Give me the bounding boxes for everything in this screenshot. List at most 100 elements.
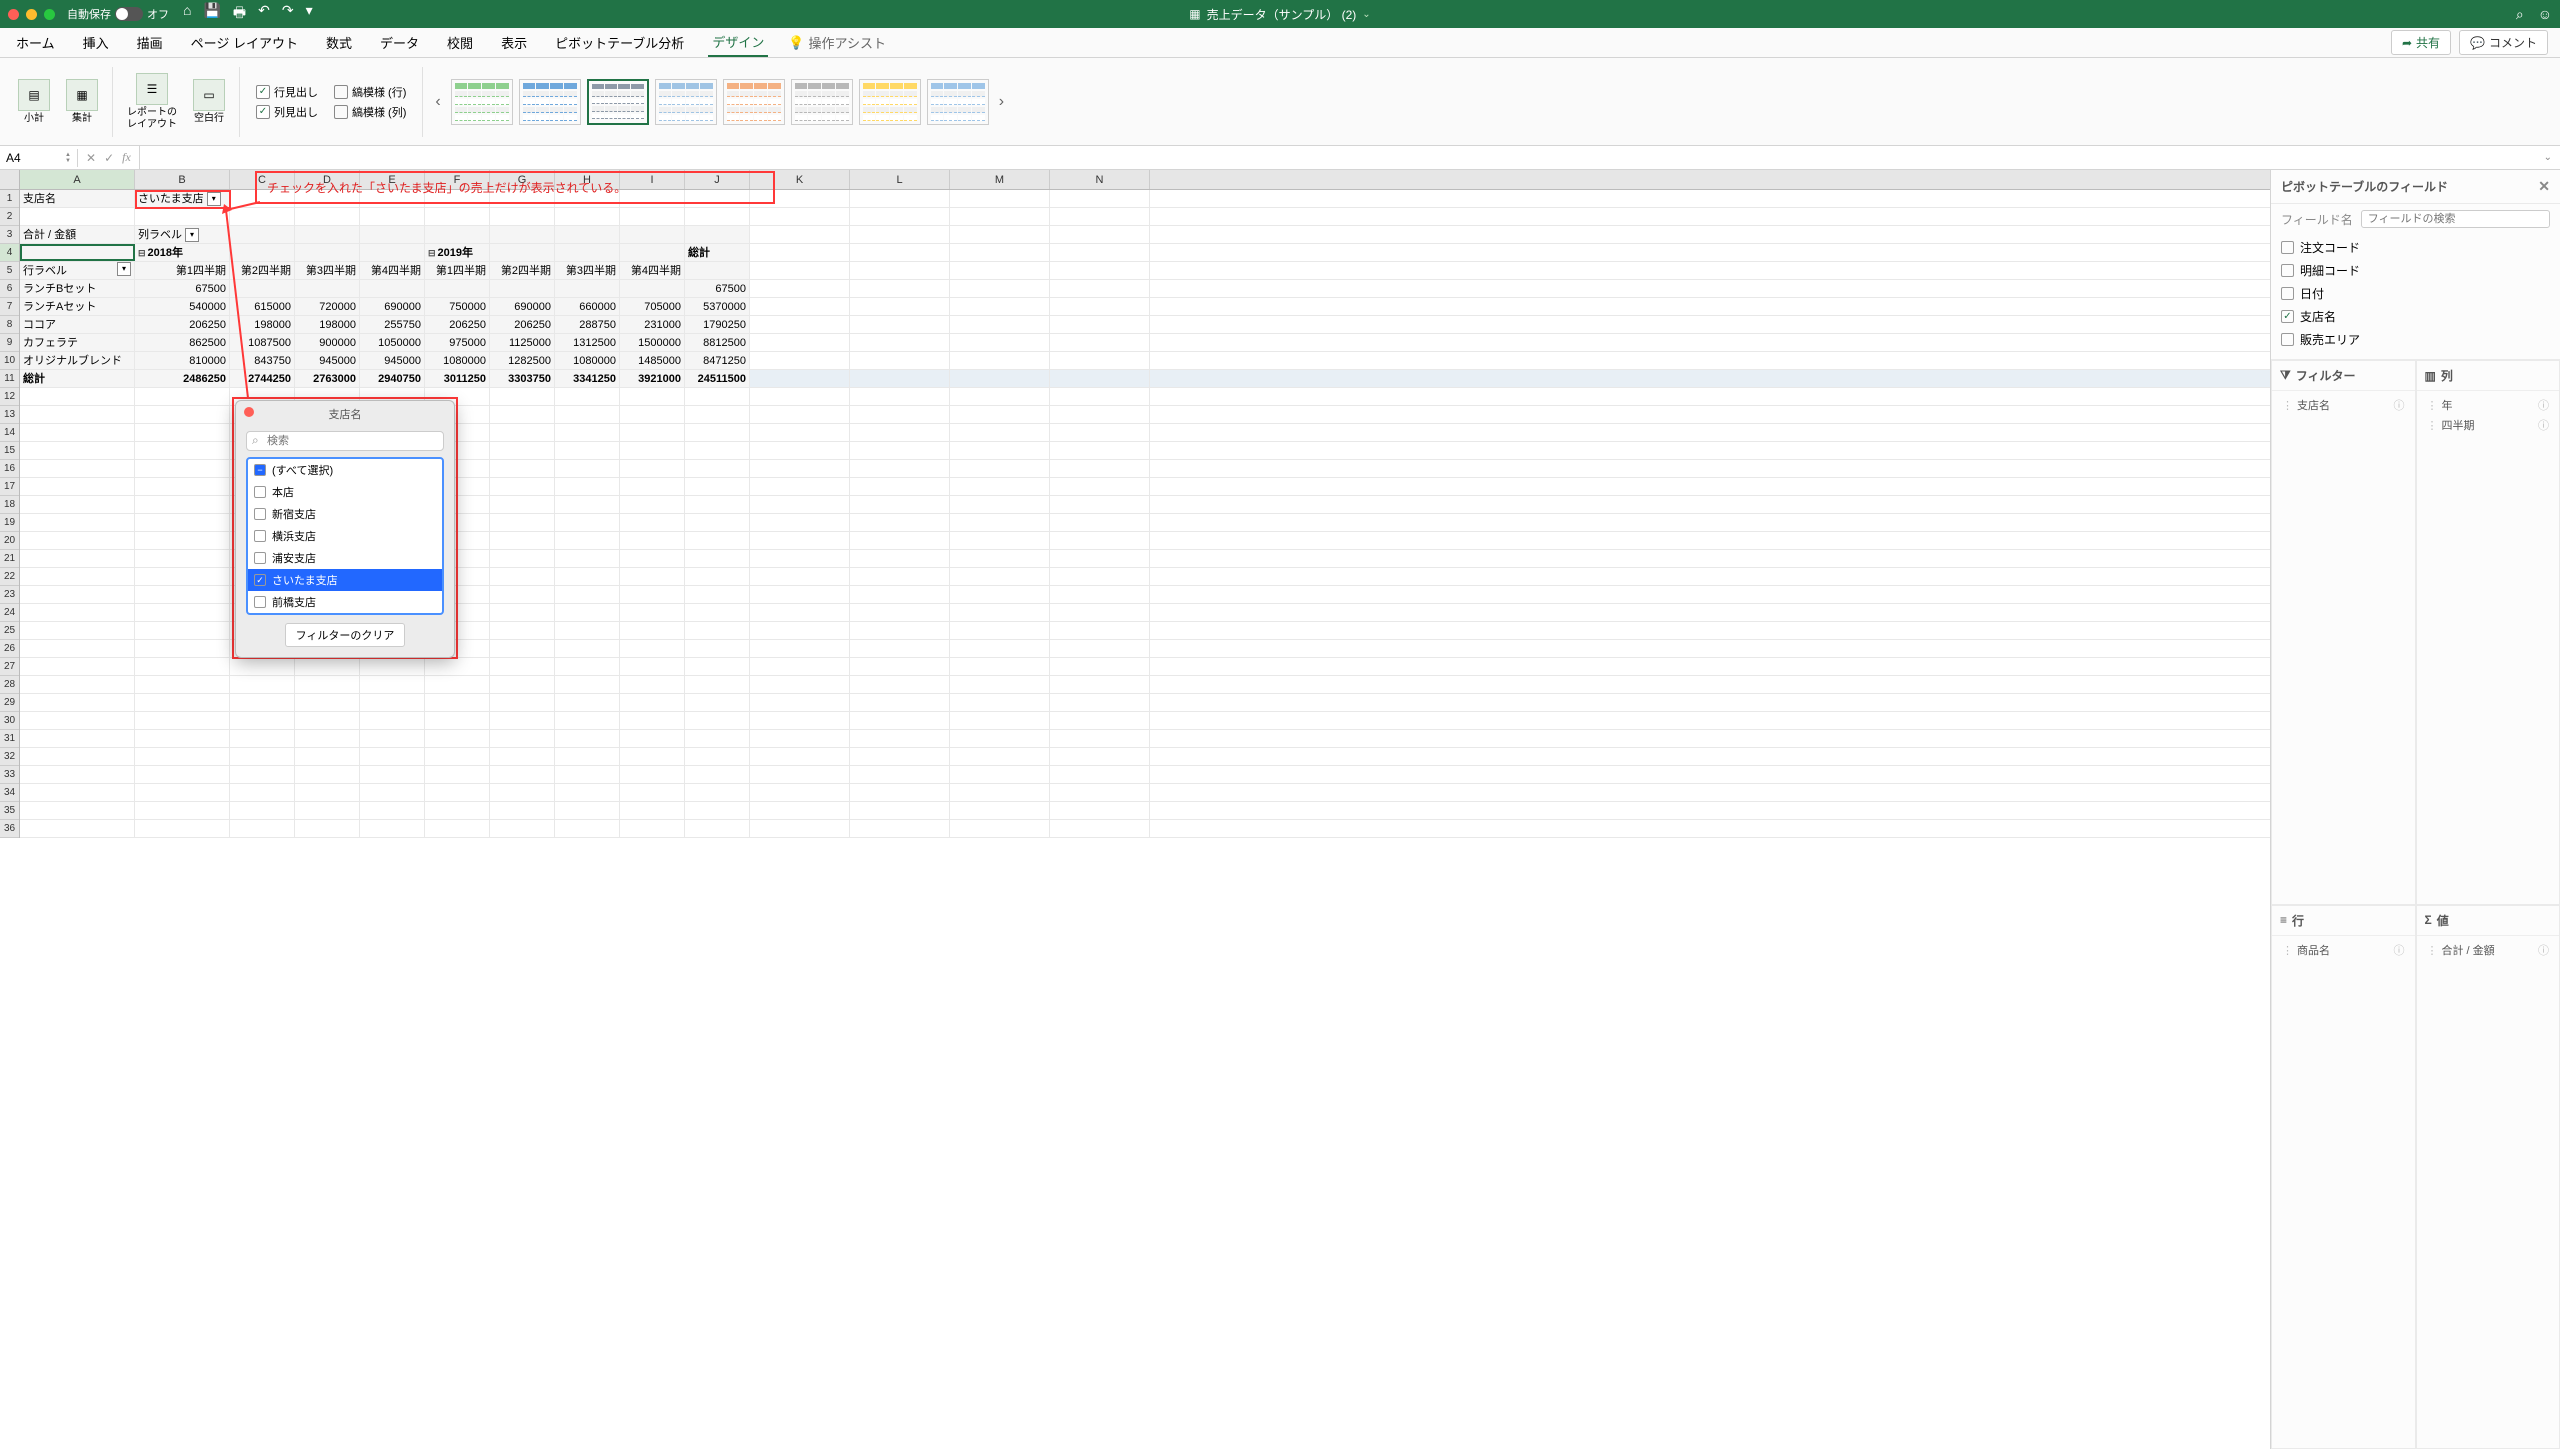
cell[interactable]	[950, 388, 1050, 405]
cell[interactable]	[490, 208, 555, 225]
cell[interactable]	[1050, 280, 1150, 297]
cell[interactable]: 67500	[685, 280, 750, 297]
cell[interactable]	[425, 748, 490, 765]
cell[interactable]	[950, 586, 1050, 603]
cell[interactable]	[850, 226, 950, 243]
cell[interactable]	[685, 766, 750, 783]
cell[interactable]: 206250	[135, 316, 230, 333]
ribbon-tab[interactable]: デザイン	[708, 28, 768, 57]
cell[interactable]	[135, 208, 230, 225]
cell[interactable]	[425, 226, 490, 243]
cell[interactable]: 24511500	[685, 370, 750, 387]
select-all-corner[interactable]	[0, 170, 20, 189]
cell[interactable]	[425, 730, 490, 747]
cell[interactable]: カフェラテ	[20, 334, 135, 351]
row-headers-check[interactable]: ✓行見出し	[256, 84, 318, 100]
cell[interactable]	[135, 604, 230, 621]
cell[interactable]	[950, 802, 1050, 819]
row-header[interactable]: 16	[0, 460, 19, 478]
row-header[interactable]: 24	[0, 604, 19, 622]
cell[interactable]	[555, 766, 620, 783]
cell[interactable]	[20, 460, 135, 477]
cell[interactable]: 615000	[230, 298, 295, 315]
grand-totals-button[interactable]: ▦ 集計	[60, 77, 104, 127]
cell[interactable]	[490, 784, 555, 801]
row-header[interactable]: 26	[0, 640, 19, 658]
cell[interactable]	[555, 442, 620, 459]
row-header[interactable]: 20	[0, 532, 19, 550]
cell[interactable]	[230, 244, 295, 261]
cell[interactable]	[1050, 460, 1150, 477]
row-header[interactable]: 29	[0, 694, 19, 712]
cell[interactable]: 総計	[20, 370, 135, 387]
popup-close-icon[interactable]	[244, 407, 254, 417]
cell[interactable]	[555, 712, 620, 729]
cell[interactable]: 第2四半期	[230, 262, 295, 279]
cell[interactable]: 198000	[230, 316, 295, 333]
cell[interactable]	[135, 406, 230, 423]
cell[interactable]	[490, 226, 555, 243]
cell[interactable]	[1050, 352, 1150, 369]
cell[interactable]	[555, 622, 620, 639]
cell[interactable]: 1485000	[620, 352, 685, 369]
rows-area[interactable]: ≡行 ⋮商品名ⓘ	[2271, 905, 2416, 1449]
cell[interactable]	[135, 766, 230, 783]
cell[interactable]	[20, 568, 135, 585]
window-minimize[interactable]	[26, 9, 37, 20]
banded-rows-check[interactable]: 縞模様 (行)	[334, 84, 406, 100]
cell[interactable]	[1050, 226, 1150, 243]
cell[interactable]	[135, 748, 230, 765]
cell[interactable]	[1050, 550, 1150, 567]
cell[interactable]	[950, 748, 1050, 765]
cell[interactable]: 720000	[295, 298, 360, 315]
style-thumb[interactable]	[519, 79, 581, 125]
cell[interactable]	[685, 802, 750, 819]
cell[interactable]	[950, 784, 1050, 801]
cell[interactable]	[230, 226, 295, 243]
cell[interactable]	[685, 712, 750, 729]
row-header[interactable]: 4	[0, 244, 19, 262]
cell[interactable]	[295, 208, 360, 225]
cell[interactable]	[425, 208, 490, 225]
cell[interactable]	[135, 730, 230, 747]
style-thumb[interactable]	[655, 79, 717, 125]
cell[interactable]	[135, 568, 230, 585]
cell[interactable]	[555, 730, 620, 747]
cell[interactable]	[555, 532, 620, 549]
ribbon-tab[interactable]: 描画	[133, 29, 167, 56]
cell[interactable]	[490, 460, 555, 477]
cell[interactable]	[750, 496, 850, 513]
cell[interactable]	[1050, 424, 1150, 441]
cell[interactable]	[1050, 496, 1150, 513]
cell[interactable]	[1050, 442, 1150, 459]
cell[interactable]	[620, 568, 685, 585]
row-header[interactable]: 22	[0, 568, 19, 586]
cell[interactable]	[685, 388, 750, 405]
cell[interactable]	[750, 694, 850, 711]
cell[interactable]	[620, 226, 685, 243]
filter-item[interactable]: 横浜支店	[248, 525, 442, 547]
cell[interactable]	[1050, 622, 1150, 639]
popup-search[interactable]	[246, 431, 444, 451]
cell[interactable]	[20, 802, 135, 819]
cell[interactable]	[230, 820, 295, 837]
clear-filter-button[interactable]: フィルターのクリア	[285, 623, 406, 647]
cell[interactable]	[850, 694, 950, 711]
cell[interactable]: 支店名	[20, 190, 135, 207]
cell[interactable]	[360, 658, 425, 675]
column-header[interactable]: N	[1050, 170, 1150, 189]
cell[interactable]	[555, 640, 620, 657]
cell[interactable]	[1050, 532, 1150, 549]
cell[interactable]	[490, 766, 555, 783]
cell[interactable]: 3303750	[490, 370, 555, 387]
cell[interactable]	[685, 460, 750, 477]
cell[interactable]	[750, 370, 850, 387]
cell[interactable]	[620, 406, 685, 423]
cell[interactable]: ランチBセット	[20, 280, 135, 297]
cell[interactable]	[20, 208, 135, 225]
cell[interactable]	[135, 496, 230, 513]
cell[interactable]: 行ラベル ▾	[20, 262, 135, 279]
values-area[interactable]: Σ値 ⋮合計 / 金額ⓘ	[2416, 905, 2560, 1449]
cell[interactable]	[360, 730, 425, 747]
cell[interactable]: 1790250	[685, 316, 750, 333]
